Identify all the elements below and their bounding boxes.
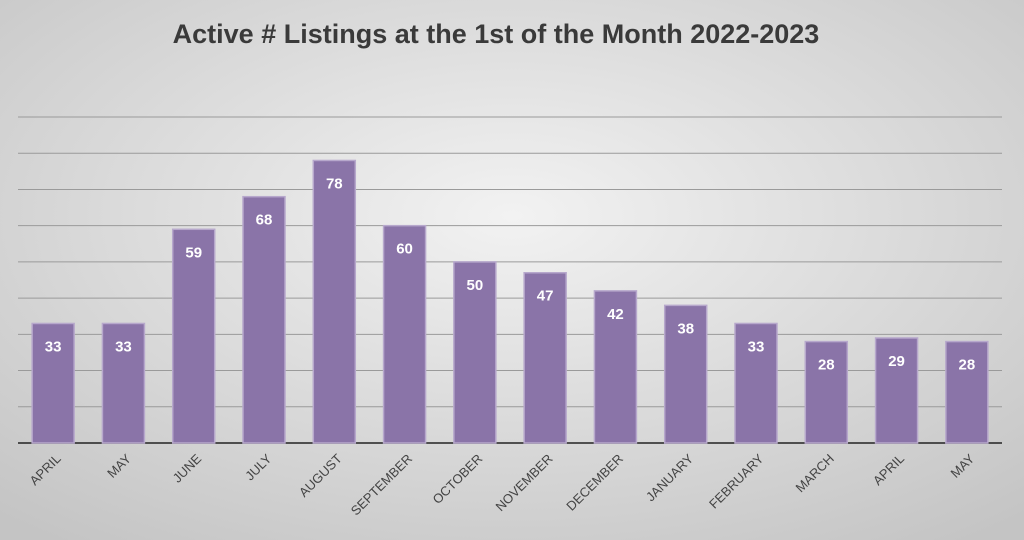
data-label: 42 [607, 306, 624, 323]
data-label: 33 [115, 338, 132, 355]
bar [804, 340, 849, 444]
bar [523, 272, 567, 444]
bar [242, 195, 286, 444]
chart-title: Active # Listings at the 1st of the Mont… [173, 19, 820, 49]
data-label: 78 [326, 175, 343, 192]
bar [312, 159, 357, 444]
bar [734, 322, 778, 444]
bar [382, 224, 427, 444]
data-label: 33 [45, 338, 62, 355]
data-label: 68 [256, 212, 273, 229]
bar [874, 337, 919, 444]
data-label: 33 [748, 338, 765, 355]
data-label: 50 [467, 277, 484, 294]
data-label: 60 [396, 241, 413, 258]
data-label: 29 [888, 353, 905, 370]
bar [945, 340, 989, 444]
data-label: 28 [818, 357, 835, 374]
bar [593, 290, 638, 444]
bar [31, 322, 75, 444]
data-label: 59 [185, 244, 202, 261]
data-label: 28 [959, 357, 976, 374]
bar [101, 322, 146, 444]
bar [453, 261, 497, 444]
bar [663, 304, 708, 444]
data-label: 38 [677, 320, 694, 337]
bar [171, 228, 216, 444]
data-label: 47 [537, 288, 554, 305]
